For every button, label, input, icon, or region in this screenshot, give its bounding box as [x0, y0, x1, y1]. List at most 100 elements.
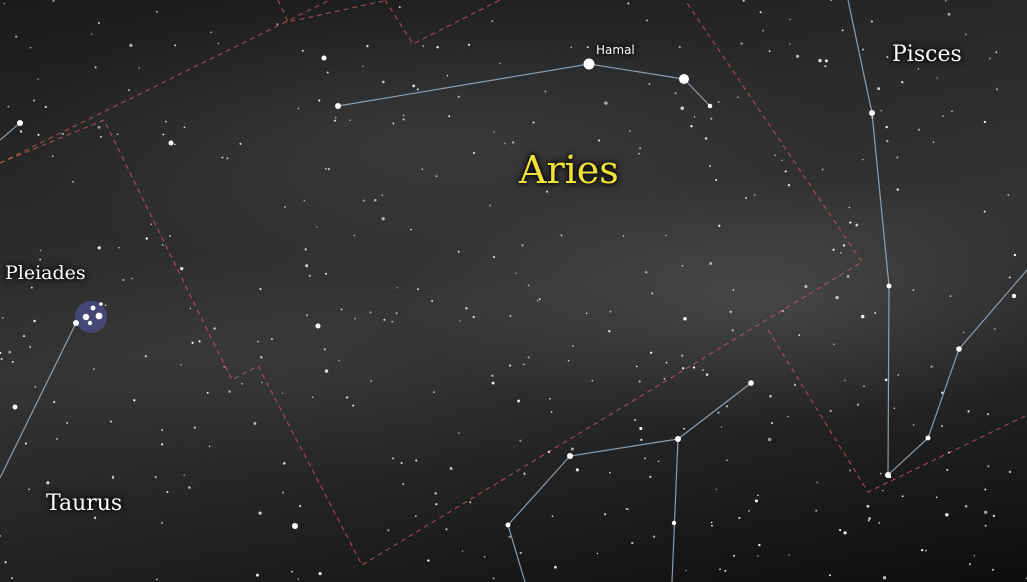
faint-star	[855, 223, 859, 227]
faint-star	[301, 49, 304, 52]
faint-star	[726, 459, 728, 461]
pisces-star[interactable]	[925, 435, 931, 441]
faint-star	[678, 45, 681, 49]
faint-star	[433, 391, 435, 393]
hamal-star[interactable]	[583, 58, 595, 70]
faint-star	[333, 119, 337, 122]
pisces-star[interactable]	[886, 283, 892, 289]
faint-star	[34, 385, 37, 388]
botein-star[interactable]	[335, 103, 341, 109]
faint-star	[161, 429, 164, 432]
faint-star	[651, 292, 654, 295]
faint-star	[434, 492, 437, 495]
field-star[interactable]	[315, 323, 321, 329]
faint-star	[469, 501, 472, 504]
faint-star	[281, 392, 284, 394]
constellation-label-pisces[interactable]: Pisces	[892, 42, 962, 67]
faint-star	[338, 359, 340, 362]
faint-star	[188, 486, 191, 489]
faint-star	[886, 56, 889, 58]
faint-star	[162, 133, 165, 136]
constellation-label-aries[interactable]: Aries	[519, 148, 619, 192]
faint-star	[769, 394, 772, 398]
faint-star	[768, 50, 771, 53]
faint-star	[180, 363, 182, 366]
faint-star	[893, 407, 896, 410]
pisces-star[interactable]	[1011, 293, 1017, 299]
sheratan-star[interactable]	[679, 74, 689, 84]
mesarthim-star[interactable]	[707, 103, 713, 109]
faint-star	[523, 472, 526, 475]
faint-star	[29, 272, 32, 275]
pleiades-cluster[interactable]	[73, 302, 103, 326]
faint-star	[901, 80, 904, 84]
faint-star	[457, 95, 460, 98]
taurus-star[interactable]	[12, 404, 18, 410]
faint-star	[297, 107, 300, 110]
triangulum-star[interactable]	[675, 436, 681, 442]
faint-star	[944, 0, 947, 2]
faint-star	[754, 499, 758, 503]
faint-star	[715, 178, 718, 182]
faint-star	[560, 234, 563, 237]
faint-star	[51, 155, 54, 158]
faint-star	[948, 451, 950, 454]
faint-star	[994, 328, 996, 330]
faint-star	[995, 88, 999, 91]
faint-star	[492, 577, 495, 580]
pisces-star[interactable]	[869, 110, 875, 116]
faint-star	[936, 77, 938, 79]
faint-star	[715, 488, 718, 490]
faint-star	[392, 122, 395, 125]
faint-star	[491, 20, 494, 23]
faint-star	[753, 194, 756, 196]
taurus-star[interactable]	[17, 120, 23, 126]
faint-star	[983, 120, 987, 124]
faint-star	[604, 101, 608, 105]
faint-star	[989, 57, 991, 60]
pisces-star[interactable]	[956, 346, 962, 352]
faint-star	[757, 555, 759, 557]
faint-star	[7, 105, 10, 108]
star-label-hamal[interactable]: Hamal	[596, 43, 635, 57]
field-star[interactable]	[321, 55, 327, 61]
faint-star	[33, 99, 36, 102]
faint-star	[767, 437, 772, 442]
faint-star	[291, 570, 293, 573]
faint-star	[925, 549, 927, 552]
faint-star	[46, 481, 50, 485]
faint-star	[362, 65, 364, 68]
triangulum-star[interactable]	[567, 453, 573, 459]
triangulum-star[interactable]	[748, 380, 754, 386]
faint-star	[521, 244, 524, 247]
faint-star	[717, 411, 720, 414]
taurus-star[interactable]	[292, 523, 298, 529]
faint-star	[758, 543, 761, 547]
faint-star	[414, 515, 417, 518]
faint-star	[213, 327, 216, 330]
faint-star	[732, 289, 735, 291]
faint-star	[183, 126, 186, 129]
faint-star	[362, 199, 365, 202]
triangulum-star[interactable]	[671, 520, 677, 526]
faint-star	[789, 18, 791, 21]
constellation-label-taurus[interactable]: Taurus	[46, 491, 123, 516]
faint-star	[416, 88, 419, 91]
faint-star	[154, 475, 157, 479]
faint-star	[947, 12, 951, 16]
faint-star	[646, 19, 648, 22]
faint-star	[334, 116, 337, 119]
faint-star	[489, 204, 492, 207]
cluster-label-pleiades[interactable]: Pleiades	[5, 262, 86, 284]
faint-star	[532, 121, 535, 124]
faint-star	[44, 105, 47, 109]
faint-star	[609, 310, 612, 313]
triangulum-star[interactable]	[505, 522, 511, 528]
field-star[interactable]	[168, 140, 174, 146]
faint-star	[311, 396, 314, 398]
faint-star	[964, 33, 967, 36]
faint-star	[648, 83, 651, 85]
faint-star	[491, 381, 495, 385]
faint-star	[829, 409, 832, 412]
